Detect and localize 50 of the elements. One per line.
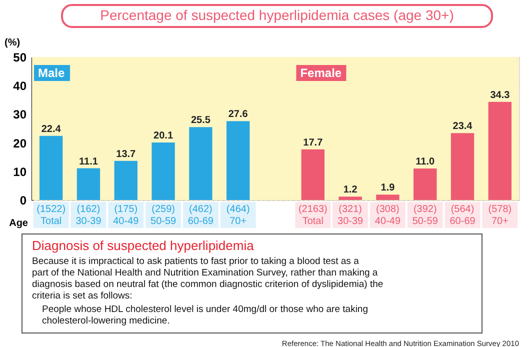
bar (189, 127, 212, 200)
text: 22.4 (41, 124, 61, 135)
text: 20.1 (154, 130, 174, 142)
bar (76, 168, 100, 200)
x-tick-label: (392) 50-59 (412, 204, 438, 227)
y-tick-label: 0 (20, 194, 27, 208)
y-tick-label: 10 (13, 164, 27, 179)
chart-title: Percentage of suspected hyperlipidemia cases (age 30+) (100, 7, 454, 23)
x-tick-label: (578) 70+ (488, 204, 512, 227)
text: People whose HDL cholesterol level is under 40mg/dl or those who are taking cholesterol-lowering medicine. (42, 304, 368, 326)
text: 23.4 (452, 121, 472, 132)
x-tick-label: (464) 70+ (226, 204, 250, 227)
text: 11.0 (416, 156, 435, 168)
y-tick-label: 50 (13, 50, 27, 64)
bar (414, 168, 437, 200)
bar (114, 160, 138, 200)
text: Female (300, 66, 342, 80)
text: 1.9 (380, 182, 395, 194)
bar (338, 196, 362, 200)
text: 11.1 (79, 156, 98, 168)
text: Because it is impractical to ask patients to fast prior to taking a blood test as a part of the National Health and Nutrition Examination Survey, rather than making a diagnosis based on neutral fat (the common diagnostic criterion of dyslipidemia) the criteria is set as follows: (32, 256, 384, 302)
text: 13.7 (116, 148, 136, 160)
text: 25.5 (190, 115, 210, 126)
x-tick-label: (2163) Total (298, 204, 328, 227)
x-tick-label: (321) 30-39 (338, 204, 364, 227)
x-tick-label: (462) 60-69 (188, 204, 214, 227)
y-tick-label: 30 (13, 108, 27, 122)
x-tick-label: (564) 60-69 (450, 204, 476, 227)
text: 17.7 (303, 137, 323, 148)
bar (39, 136, 63, 200)
bar (376, 194, 400, 200)
x-axis-title: Age (9, 218, 28, 229)
bar (152, 142, 175, 200)
text: 34.3 (490, 90, 510, 101)
text: Diagnosis of suspected hyperlipidemia (32, 238, 255, 253)
text: Male (38, 66, 66, 80)
x-tick-label: (259) 50-59 (150, 204, 177, 227)
bar (488, 102, 512, 200)
y-axis-title: (%) (4, 38, 20, 48)
bar (450, 133, 474, 200)
y-tick-label: 40 (13, 79, 27, 94)
text: 1.2 (343, 184, 358, 196)
x-tick-label: (1522) Total (36, 204, 66, 227)
x-tick-label: (162) 30-39 (76, 204, 102, 227)
bar (301, 149, 324, 200)
bar (226, 121, 250, 200)
text: 27.6 (228, 109, 248, 120)
x-tick-label: (308) 40-49 (374, 204, 401, 227)
y-tick-label: 20 (13, 136, 27, 150)
x-tick-label: (175) 40-49 (113, 204, 140, 227)
